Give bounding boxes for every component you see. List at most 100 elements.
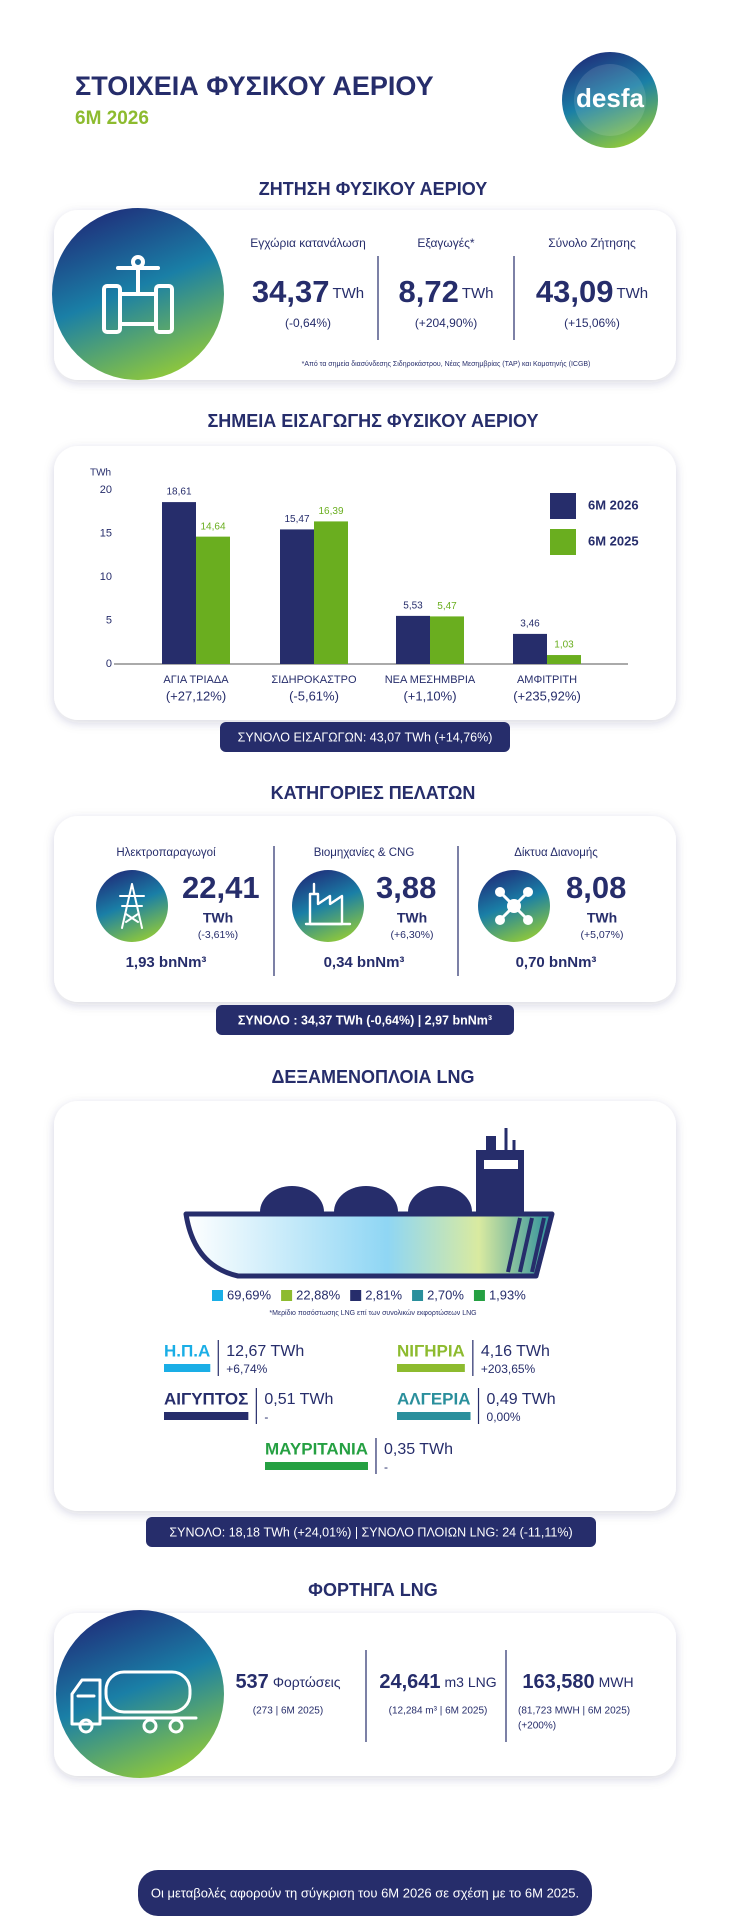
category-volume: 1,93 bnNm³ xyxy=(126,954,207,971)
logo-text: desfa xyxy=(576,83,644,113)
country-change: +6,74% xyxy=(226,1362,267,1376)
share-swatch xyxy=(412,1290,424,1301)
country-name: ΝΙΓΗΡΙΑ xyxy=(397,1341,465,1360)
value: 163,580 xyxy=(522,1671,594,1693)
footnote: *Από τα σημεία διασύνδεσης Σιδηροκάστρου… xyxy=(302,360,591,368)
share-label: 1,93% xyxy=(489,1287,526,1302)
value-label: 15,47 xyxy=(284,514,309,525)
logo-inner xyxy=(574,64,646,136)
country-change: 0,00% xyxy=(487,1410,521,1424)
section-title: ΚΑΤΗΓΟΡΙΕΣ ΠΕΛΑΤΩΝ xyxy=(271,783,476,803)
x-tick-label: ΑΓΙΑ ΤΡΙΑΔΑ xyxy=(163,674,229,686)
unit: TWh xyxy=(616,285,648,302)
factory-icon xyxy=(304,882,352,926)
category-label: Βιομηχανίες & CNG xyxy=(314,847,415,859)
axis-label: TWh xyxy=(90,468,111,479)
truck-change: (+200%) xyxy=(518,1721,556,1732)
banner xyxy=(216,1005,514,1035)
value: 24,641 xyxy=(379,1671,440,1693)
country-name: ΜΑΥΡΙΤΑΝΙΑ xyxy=(265,1439,368,1458)
country-bar xyxy=(164,1412,249,1420)
country-change: +203,65% xyxy=(481,1362,536,1376)
country-bar xyxy=(397,1364,465,1372)
bar xyxy=(196,536,230,664)
value: 43,09 xyxy=(536,274,614,309)
ship-icon xyxy=(183,1128,555,1279)
legend-label: 6M 2026 xyxy=(588,497,639,512)
network-icon xyxy=(495,887,533,925)
category-value: 22,41 xyxy=(182,870,260,905)
pylon-icon xyxy=(119,883,145,929)
category-change: (-3,61%) xyxy=(198,929,238,941)
share-label: 2,70% xyxy=(427,1287,464,1302)
y-tick-label: 20 xyxy=(100,484,112,496)
category-change: (-5,61%) xyxy=(289,688,339,703)
y-tick-label: 5 xyxy=(106,614,112,626)
metric-value: 34,37 TWh xyxy=(252,274,364,309)
metric-change: (+15,06%) xyxy=(564,316,620,330)
truck-sub: (12,284 m³ | 6M 2025) xyxy=(389,1706,488,1717)
banner xyxy=(146,1517,596,1547)
logo xyxy=(562,52,658,148)
value-label: 14,64 xyxy=(200,521,225,532)
x-tick-label: ΣΙΔΗΡΟΚΑΣΤΡΟ xyxy=(271,674,357,686)
bar xyxy=(314,521,348,664)
category-volume: 0,34 bnNm³ xyxy=(324,954,405,971)
category-change: (+27,12%) xyxy=(166,688,226,703)
section-title: ΦΟΡΤΗΓΑ LNG xyxy=(308,1580,438,1600)
total-banner-text: ΣΥΝΟΛΟ : 34,37 TWh (-0,64%) | 2,97 bnNm³ xyxy=(238,1013,492,1027)
share-label: 22,88% xyxy=(296,1287,341,1302)
unit: Φορτώσεις xyxy=(273,1674,341,1690)
truck-icon xyxy=(70,1670,198,1734)
section-title: ΖΗΤΗΣΗ ΦΥΣΙΚΟΥ ΑΕΡΙΟΥ xyxy=(259,179,487,199)
unit: TWh xyxy=(332,285,364,302)
category-volume: 0,70 bnNm³ xyxy=(516,954,597,971)
card xyxy=(54,816,676,1002)
truck-value: 24,641 m3 LNG xyxy=(379,1671,496,1693)
y-tick-label: 10 xyxy=(100,571,112,583)
truck-value: 537 Φορτώσεις xyxy=(235,1671,340,1693)
value: 8,72 xyxy=(398,274,458,309)
metric-label: Εξαγωγές* xyxy=(417,236,474,250)
category-unit: TWh xyxy=(203,910,233,926)
bar xyxy=(396,615,430,664)
category-unit: TWh xyxy=(587,910,617,926)
category-change: (+6,30%) xyxy=(391,929,434,941)
category-change: (+235,92%) xyxy=(513,688,581,703)
country-value: 4,16 TWh xyxy=(481,1343,550,1360)
bar xyxy=(513,633,547,664)
country-change: - xyxy=(264,1410,268,1424)
card xyxy=(54,446,676,720)
total-banner-text: ΣΥΝΟΛΟ: 18,18 TWh (+24,01%) | ΣΥΝΟΛΟ ΠΛΟ… xyxy=(169,1525,572,1539)
value-label: 5,53 xyxy=(403,601,423,612)
country-change: - xyxy=(384,1460,388,1474)
bar xyxy=(430,616,464,664)
unit: MWH xyxy=(599,1674,634,1690)
unit: TWh xyxy=(462,285,494,302)
country-name: ΑΙΓΥΠΤΟΣ xyxy=(164,1389,248,1408)
legend-label: 6M 2025 xyxy=(588,533,639,548)
category-unit: TWh xyxy=(397,910,427,926)
value: 34,37 xyxy=(252,274,330,309)
unit: m3 LNG xyxy=(445,1674,497,1690)
category-label: Δίκτυα Διανομής xyxy=(514,847,598,859)
metric-label: Σύνολο Ζήτησης xyxy=(548,236,636,250)
total-banner-text: ΣΥΝΟΛΟ ΕΙΣΑΓΩΓΩΝ: 43,07 TWh (+14,76%) xyxy=(238,730,493,744)
country-name: ΑΛΓΕΡΙΑ xyxy=(397,1389,471,1408)
category-value: 3,88 xyxy=(376,870,436,905)
metric-value: 8,72 TWh xyxy=(398,274,493,309)
y-tick-label: 0 xyxy=(106,658,112,670)
metric-value: 43,09 TWh xyxy=(536,274,648,309)
value-label: 5,47 xyxy=(437,601,457,612)
share-swatch xyxy=(212,1290,223,1301)
country-value: 12,67 TWh xyxy=(226,1343,304,1360)
footer-text: Οι μεταβολές αφορούν τη σύγκριση του 6M … xyxy=(151,1885,579,1900)
section-title: ΔΕΞΑΜΕΝΟΠΛΟΙΑ LNG xyxy=(271,1067,474,1087)
share-swatch xyxy=(281,1290,293,1301)
category-change: (+5,07%) xyxy=(581,929,624,941)
category-change: (+1,10%) xyxy=(403,688,456,703)
truck-value: 163,580 MWH xyxy=(522,1671,633,1693)
legend-swatch xyxy=(550,529,576,555)
